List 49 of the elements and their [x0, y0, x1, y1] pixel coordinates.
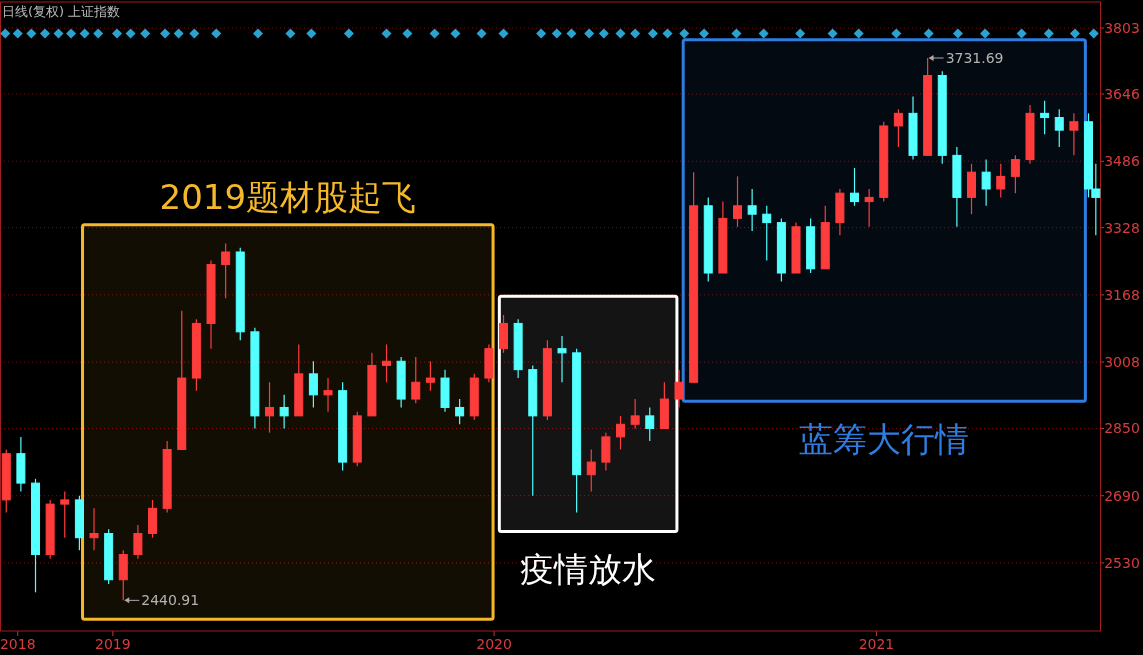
- candlestick: [89, 507, 99, 551]
- annotation: 3731.69: [945, 50, 1004, 67]
- candlestick: [1054, 108, 1064, 148]
- candlestick: [308, 360, 318, 409]
- candlestick: [323, 377, 333, 413]
- candlestick: [455, 398, 465, 425]
- candlestick: [279, 394, 289, 430]
- y-tick-label: 2690: [1104, 487, 1140, 504]
- candlestick: [1010, 154, 1020, 194]
- candlestick: [557, 335, 567, 383]
- x-tick-label: 2019: [95, 636, 131, 652]
- candlestick: [674, 369, 684, 409]
- candlestick: [411, 356, 421, 404]
- candlestick: [762, 205, 772, 262]
- candlestick: [733, 175, 743, 228]
- candlestick: [893, 108, 903, 148]
- candlestick: [645, 406, 655, 442]
- annotation: 2440.91: [141, 592, 200, 609]
- candlestick: [630, 398, 640, 430]
- candlestick: [850, 167, 860, 207]
- candlestick: [133, 524, 143, 560]
- candlestick: [747, 188, 757, 232]
- candlestick: [382, 343, 392, 383]
- band-label: 2019题材股起飞: [159, 176, 417, 217]
- x-tick-label: 2020: [476, 636, 512, 652]
- candlestick: [265, 381, 275, 434]
- band-label: 疫情放水: [520, 549, 657, 590]
- y-tick-label: 3803: [1104, 20, 1140, 37]
- band-label: 蓝筹大行情: [799, 419, 970, 460]
- candlestick: [60, 490, 70, 539]
- y-tick-label: 3486: [1104, 153, 1140, 170]
- candlestick: [616, 415, 626, 451]
- y-tick-label: 2850: [1104, 420, 1140, 437]
- chart-title: 日线(复权) 上证指数: [2, 4, 121, 19]
- candlestick: [425, 360, 435, 392]
- y-tick-label: 3008: [1104, 354, 1140, 371]
- candlestick: [1069, 112, 1079, 156]
- candlestick: [864, 188, 874, 228]
- y-tick-label: 3328: [1104, 219, 1140, 236]
- candlestick: [1040, 100, 1050, 135]
- candlestick: [221, 243, 231, 299]
- x-tick-label: 2018: [0, 636, 36, 652]
- candlestick: [996, 163, 1006, 198]
- x-tick-label: 2021: [858, 636, 895, 652]
- y-tick-label: 2530: [1104, 554, 1140, 571]
- candlestick: [586, 448, 596, 493]
- y-tick-label: 3646: [1104, 86, 1140, 103]
- candlestick: [981, 158, 991, 207]
- y-tick-label: 3168: [1104, 286, 1140, 303]
